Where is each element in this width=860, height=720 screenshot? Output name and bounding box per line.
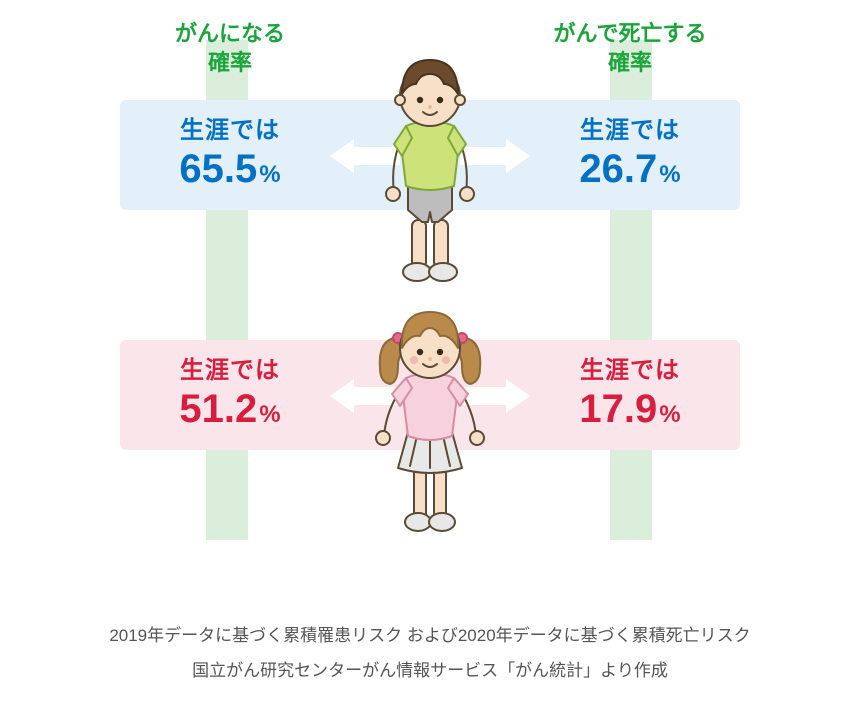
stat-label: 生涯では <box>130 350 330 385</box>
stat-male-incidence: 生涯では 65.5% <box>130 110 330 192</box>
stat-value-wrap: 51.2% <box>130 387 330 432</box>
header-text: がんで死亡する <box>554 21 707 46</box>
infographic-stage: がんになる 確率 がんで死亡する 確率 生涯では 65.5% 生涯では 26.7… <box>120 20 740 570</box>
header-text: がんになる <box>175 21 285 46</box>
stat-label: 生涯では <box>130 110 330 145</box>
stat-value-wrap: 26.7% <box>530 147 730 192</box>
stat-unit: % <box>659 161 680 188</box>
header-text: 確率 <box>208 50 252 75</box>
stat-female-incidence: 生涯では 51.2% <box>130 350 330 432</box>
header-text: 確率 <box>608 50 652 75</box>
stat-unit: % <box>259 401 280 428</box>
stat-value-wrap: 65.5% <box>130 147 330 192</box>
stat-unit: % <box>259 161 280 188</box>
stat-label: 生涯では <box>530 350 730 385</box>
stat-label: 生涯では <box>530 110 730 145</box>
footnote-line-1: 2019年データに基づく累積罹患リスク および2020年データに基づく累積死亡リ… <box>0 620 860 652</box>
figure-girl <box>370 300 490 540</box>
stat-value: 51.2 <box>179 387 257 431</box>
stat-value: 17.9 <box>579 387 657 431</box>
stat-value: 65.5 <box>179 147 257 191</box>
stat-value: 26.7 <box>579 147 657 191</box>
footnote-line-2: 国立がん研究センターがん情報サービス「がん統計」より作成 <box>0 655 860 687</box>
figure-boy <box>370 50 490 290</box>
stat-value-wrap: 17.9% <box>530 387 730 432</box>
column-header-mortality: がんで死亡する 確率 <box>530 20 730 77</box>
stat-male-mortality: 生涯では 26.7% <box>530 110 730 192</box>
stat-female-mortality: 生涯では 17.9% <box>530 350 730 432</box>
stat-unit: % <box>659 401 680 428</box>
column-header-incidence: がんになる 確率 <box>130 20 330 77</box>
